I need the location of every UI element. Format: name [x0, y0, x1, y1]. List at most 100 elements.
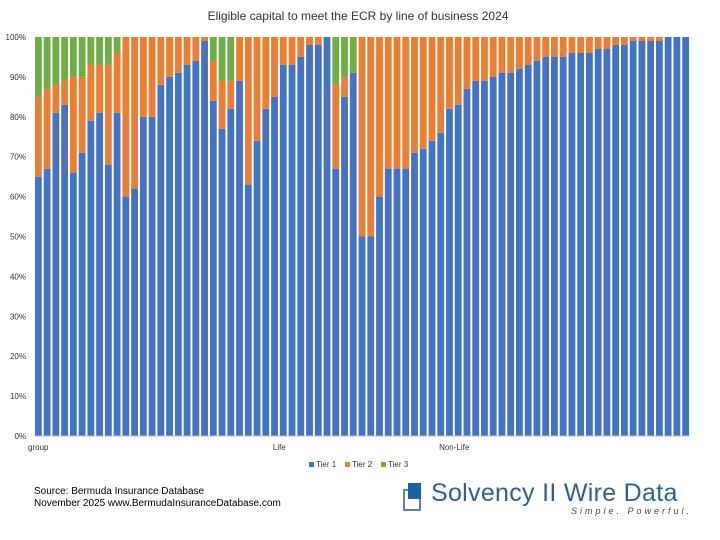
bar-segment-tier-2 — [472, 37, 480, 81]
bar-segment-tier-2 — [428, 37, 436, 141]
bar-segment-tier-1 — [323, 37, 331, 436]
bar-segment-tier-2 — [174, 37, 182, 73]
bar-segment-tier-2 — [419, 37, 427, 149]
solvency-ii-wire-logo: Solvency II Wire Data Simple. Powerful. — [403, 479, 693, 519]
bar-segment-tier-1 — [244, 184, 252, 436]
bar-segment-tier-1 — [586, 52, 593, 437]
bar-segment-tier-2 — [244, 37, 252, 185]
bar-segment-tier-2 — [87, 64, 95, 121]
bar-segment-tier-2 — [122, 37, 130, 197]
bar-segment-tier-2 — [341, 76, 348, 97]
bar-segment-tier-1 — [192, 60, 200, 436]
bar-segment-tier-2 — [279, 37, 287, 65]
bar-segment-tier-1 — [524, 64, 532, 437]
legend-label: Tier 3 — [388, 460, 409, 469]
bar-segment-tier-2 — [166, 37, 173, 77]
bar-segment-tier-2 — [104, 64, 112, 165]
bar-segment-tier-1 — [384, 168, 392, 437]
bar-segment-tier-1 — [104, 164, 112, 436]
bar-segment-tier-1 — [542, 56, 550, 436]
bar-segment-tier-3 — [113, 37, 121, 53]
bar-segment-tier-1 — [341, 96, 348, 436]
bar-segment-tier-1 — [122, 196, 130, 436]
source-note: Source: Bermuda Insurance Database Novem… — [34, 486, 281, 510]
bar-segment-tier-1 — [463, 88, 471, 437]
bar-segment-tier-3 — [34, 37, 42, 97]
bar-segment-tier-1 — [533, 60, 541, 436]
bar-segment-tier-2 — [603, 37, 611, 49]
bar-segment-tier-2 — [612, 37, 620, 45]
bar-segment-tier-1 — [428, 140, 436, 437]
bar-segment-tier-1 — [454, 104, 462, 436]
bar-segment-tier-1 — [52, 112, 60, 436]
bar-segment-tier-3 — [69, 37, 77, 77]
y-tick-label: 90% — [10, 73, 26, 82]
bar-segment-tier-2 — [559, 37, 567, 57]
bar-segment-tier-1 — [489, 76, 497, 437]
bar-segment-tier-2 — [376, 37, 383, 197]
bar-segment-tier-1 — [647, 40, 655, 437]
bar-segment-tier-2 — [192, 37, 200, 61]
bar-segment-tier-3 — [332, 37, 340, 85]
bar-segment-tier-2 — [524, 37, 532, 65]
bar-segment-tier-2 — [454, 37, 462, 105]
y-tick-label: 0% — [14, 432, 26, 441]
bar-segment-tier-2 — [446, 37, 453, 109]
bar-segment-tier-1 — [166, 76, 173, 437]
bar-segment-tier-2 — [411, 37, 418, 153]
bar-segment-tier-1 — [43, 168, 51, 437]
bar-segment-tier-2 — [393, 37, 401, 169]
y-tick-label: 30% — [10, 312, 26, 321]
bar-segment-tier-1 — [419, 148, 427, 436]
bar-segment-tier-1 — [620, 44, 628, 436]
bar-segment-tier-2 — [647, 37, 655, 41]
y-axis: 0% 10% 20% 30% 40% 50% 60% 70% 80% 90% 100% — [6, 33, 26, 441]
x-group-label: Life — [273, 443, 286, 452]
bar-segment-tier-1 — [297, 56, 305, 436]
logo-icon — [403, 483, 425, 511]
bar-segment-tier-2 — [131, 37, 138, 189]
bar-segment-tier-2 — [463, 37, 471, 89]
bar-segment-tier-1 — [306, 44, 313, 436]
bar-segment-tier-3 — [87, 37, 95, 65]
logo-text: Solvency II Wire Data — [431, 479, 678, 507]
bar-segment-tier-2 — [655, 37, 663, 41]
bar-segment-tier-1 — [332, 168, 340, 437]
bar-segment-tier-1 — [271, 96, 278, 436]
bar-segment-tier-1 — [655, 40, 663, 437]
bar-segment-tier-2 — [516, 37, 523, 69]
bar-segment-tier-2 — [297, 37, 305, 57]
bar-segment-tier-1 — [61, 104, 69, 436]
legend-label: Tier 2 — [352, 460, 373, 469]
bar-segment-tier-1 — [148, 116, 156, 437]
bar-segment-tier-1 — [507, 72, 515, 436]
bar-segment-tier-1 — [664, 37, 672, 436]
bar-segment-tier-1 — [253, 140, 261, 437]
bar-segment-tier-1 — [481, 80, 488, 436]
bar-segment-tier-3 — [52, 37, 60, 85]
bar-segment-tier-1 — [78, 152, 86, 436]
bar-segment-tier-1 — [349, 72, 357, 436]
legend-label: Tier 1 — [316, 460, 337, 469]
bar-segment-tier-2 — [542, 37, 550, 57]
y-tick-label: 10% — [10, 392, 26, 401]
bar-segment-tier-1 — [446, 108, 453, 436]
bar-segment-tier-1 — [314, 44, 322, 436]
y-tick-label: 80% — [10, 113, 26, 122]
y-tick-label: 60% — [10, 193, 26, 202]
bar-segment-tier-1 — [603, 48, 611, 436]
bar-segment-tier-1 — [174, 72, 182, 436]
legend: Tier 1 Tier 2 Tier 3 — [309, 460, 409, 469]
bar-segment-tier-2 — [437, 37, 445, 133]
bar-segment-tier-1 — [279, 64, 287, 437]
bar-segment-tier-2 — [271, 37, 278, 97]
bar-segment-tier-2 — [201, 37, 208, 41]
bar-segment-tier-1 — [236, 80, 243, 436]
y-tick-label: 70% — [10, 153, 26, 162]
bar-segment-tier-2 — [332, 84, 340, 169]
bar-segment-tier-2 — [533, 37, 541, 61]
bar-segment-tier-1 — [638, 40, 646, 437]
bar-segment-tier-1 — [288, 64, 296, 437]
bar-segment-tier-2 — [384, 37, 392, 169]
